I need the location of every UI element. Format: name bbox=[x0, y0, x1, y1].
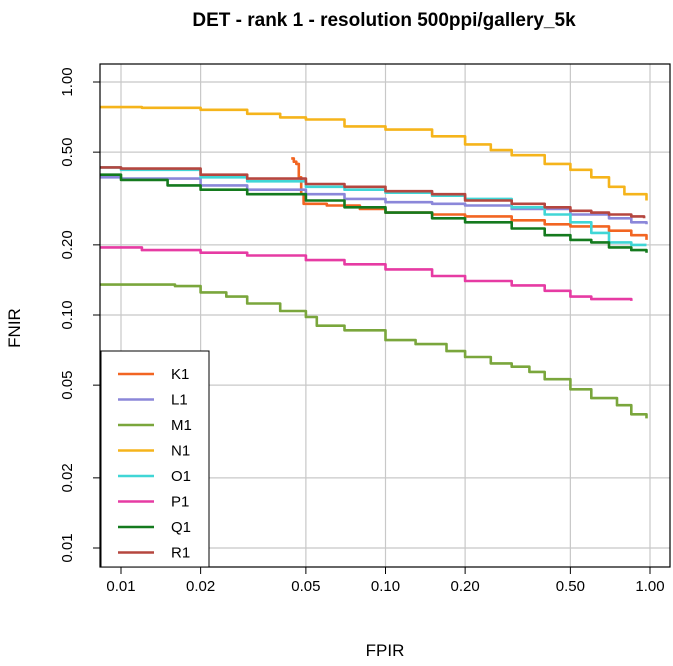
legend-box bbox=[100, 350, 210, 568]
x-tick-label: 0.05 bbox=[291, 578, 320, 595]
series-line-o1 bbox=[100, 166, 647, 247]
grid bbox=[100, 64, 670, 567]
x-tick-label: 0.10 bbox=[371, 578, 400, 595]
legend-label-k1: K1 bbox=[171, 366, 189, 383]
x-tick-label: 0.01 bbox=[106, 578, 135, 595]
x-axis-label: FPIR bbox=[366, 641, 405, 660]
series-line-p1 bbox=[100, 246, 633, 301]
y-tick-label: 0.20 bbox=[59, 230, 76, 259]
legend-label-l1: L1 bbox=[171, 392, 188, 409]
legend-label-n1: N1 bbox=[171, 443, 190, 460]
legend-label-p1: P1 bbox=[171, 494, 189, 511]
y-tick-label: 0.10 bbox=[59, 300, 76, 329]
legend-label-o1: O1 bbox=[171, 468, 191, 485]
legend: K1 L1 M1 N1 O1 P1 Q1 R1 bbox=[100, 350, 210, 568]
series-lines bbox=[100, 105, 648, 419]
y-tick-label: 0.02 bbox=[59, 463, 76, 492]
legend-label-r1: R1 bbox=[171, 545, 190, 562]
x-tick-label: 0.20 bbox=[451, 578, 480, 595]
legend-label-q1: Q1 bbox=[171, 519, 191, 536]
y-axis-label: FNIR bbox=[5, 308, 24, 348]
x-tick-label: 0.02 bbox=[186, 578, 215, 595]
y-tick-label: 0.01 bbox=[59, 533, 76, 562]
y-tick-label: 0.05 bbox=[59, 371, 76, 400]
series-line-l1 bbox=[100, 176, 648, 225]
x-axis: 0.01 0.02 0.05 0.10 0.20 0.50 1.00 bbox=[106, 567, 665, 595]
chart-title: DET - rank 1 - resolution 500ppi/gallery… bbox=[192, 10, 576, 31]
x-tick-label: 0.50 bbox=[556, 578, 585, 595]
series-line-n1 bbox=[100, 105, 648, 201]
series-line-m1 bbox=[100, 283, 648, 419]
y-tick-label: 1.00 bbox=[59, 67, 76, 96]
y-tick-label: 0.50 bbox=[59, 138, 76, 167]
x-tick-label: 1.00 bbox=[635, 578, 664, 595]
legend-label-m1: M1 bbox=[171, 417, 192, 434]
series-line-q1 bbox=[100, 173, 648, 253]
y-axis: 0.01 0.02 0.05 0.10 0.20 0.50 1.00 bbox=[59, 67, 100, 563]
series-line-r1 bbox=[100, 166, 646, 219]
